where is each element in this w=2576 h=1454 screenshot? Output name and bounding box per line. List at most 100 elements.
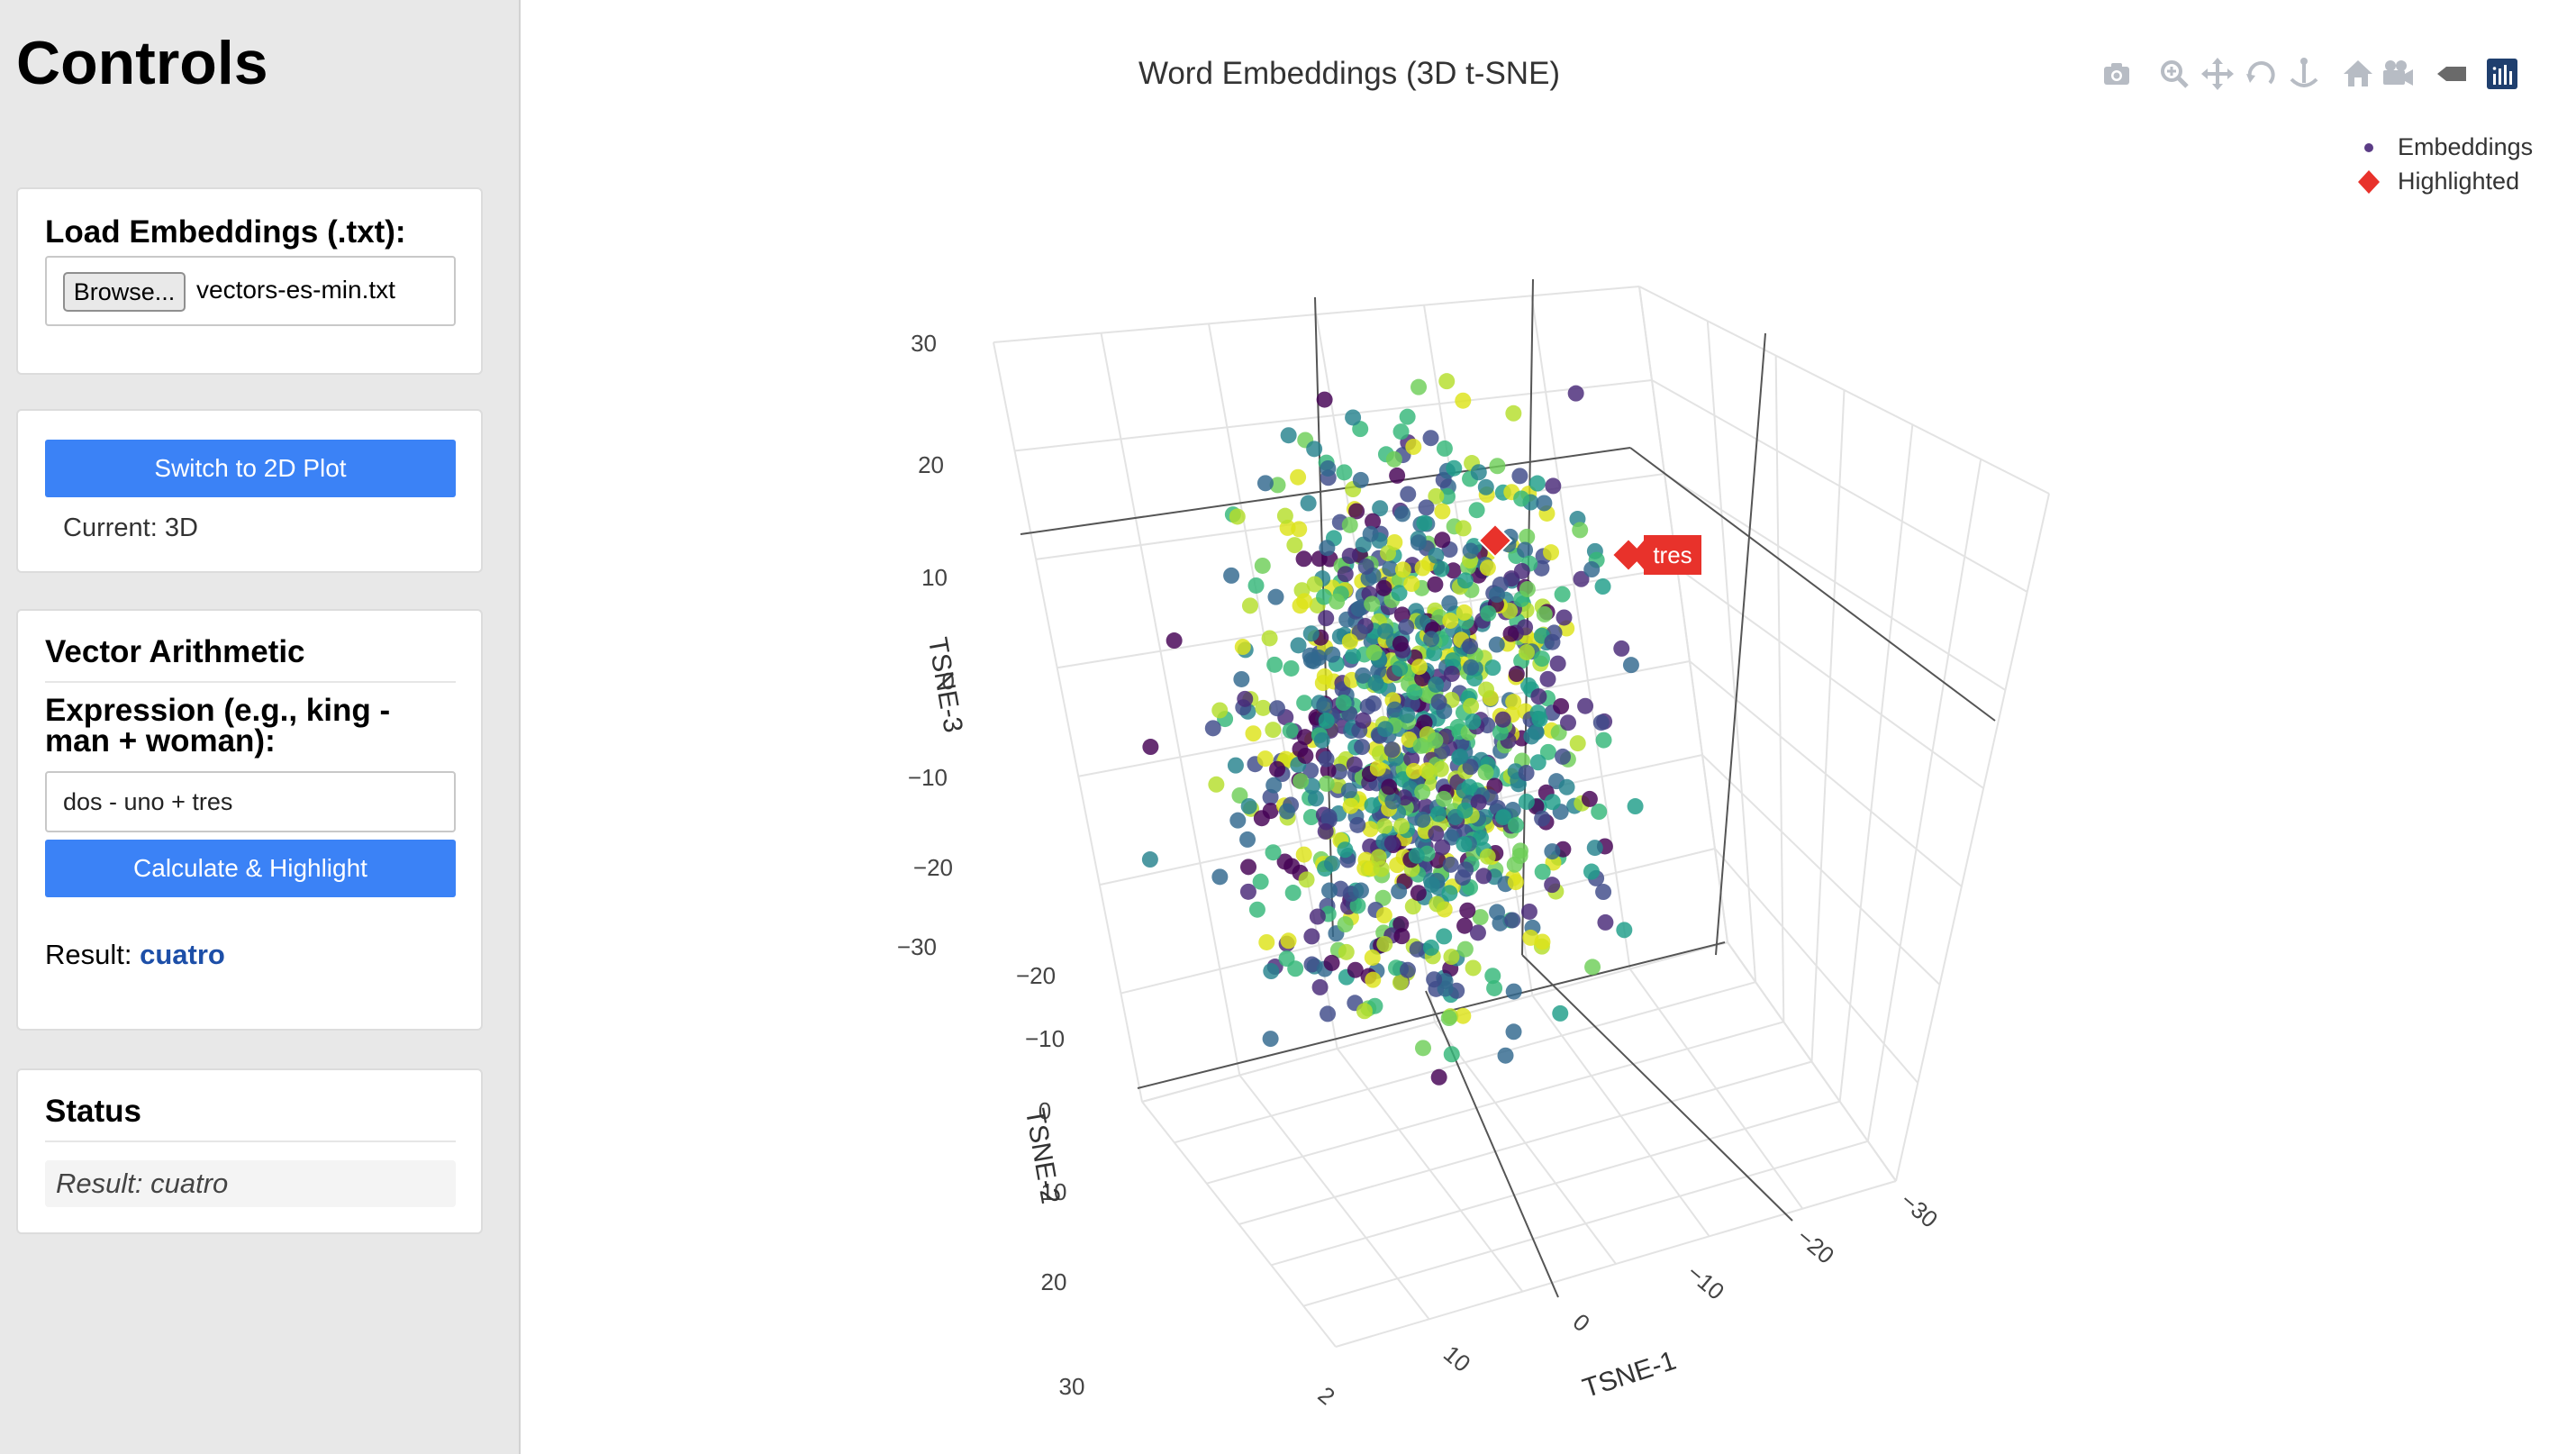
embedding-point xyxy=(1486,979,1503,996)
embedding-point xyxy=(1362,821,1379,838)
zoom-icon[interactable] xyxy=(2156,56,2192,92)
plot-area[interactable]: Word Embeddings (3D t-SNE) xyxy=(521,0,2576,1454)
embedding-point xyxy=(1282,722,1299,739)
legend-item-embeddings[interactable]: Embeddings xyxy=(2344,132,2542,164)
highlight-label-text: tres xyxy=(1653,541,1692,568)
expression-input[interactable]: dos - uno + tres xyxy=(45,771,456,832)
embedding-point xyxy=(1337,916,1354,933)
embedding-point xyxy=(1616,922,1633,939)
embedding-point xyxy=(1400,486,1417,503)
embedding-point xyxy=(1405,762,1422,779)
embedding-point xyxy=(1245,725,1262,742)
embedding-point xyxy=(1553,697,1570,714)
embedding-point xyxy=(1530,688,1547,705)
legend-label-highlighted: Highlighted xyxy=(2398,168,2520,195)
embedding-point xyxy=(1470,464,1487,481)
grid-line xyxy=(1120,848,1716,995)
grid-line xyxy=(1895,493,2050,1182)
hover-toggle-icon[interactable] xyxy=(2434,56,2470,92)
embedding-point xyxy=(1317,822,1334,840)
embedding-point xyxy=(1227,757,1244,774)
expression-label: Expression (e.g., king - man + woman): xyxy=(45,693,391,759)
home-icon[interactable] xyxy=(2340,56,2376,92)
embedding-point xyxy=(1412,737,1429,754)
embedding-point xyxy=(1427,732,1444,749)
embedding-point xyxy=(1552,1004,1569,1022)
embedding-point xyxy=(1261,630,1278,647)
embedding-point xyxy=(1306,441,1323,458)
embedding-point xyxy=(1240,797,1257,814)
orbit-rotation-icon[interactable] xyxy=(2243,56,2279,92)
embedding-point xyxy=(1456,941,1474,958)
embedding-point xyxy=(1293,773,1310,790)
3d-scatter-scene[interactable]: tres 3020100−10−20−30−20−100102030−30−20… xyxy=(521,0,2576,1454)
embedding-point xyxy=(1427,576,1444,593)
embedding-point xyxy=(1468,502,1485,519)
embedding-point xyxy=(1292,741,1309,758)
embedding-point xyxy=(1478,681,1495,698)
embedding-point xyxy=(1291,521,1308,538)
browse-button[interactable]: Browse... xyxy=(63,272,186,312)
embedding-point xyxy=(1278,803,1295,820)
embedding-point xyxy=(1349,897,1366,914)
embedding-point xyxy=(1594,578,1611,595)
legend-label-embeddings: Embeddings xyxy=(2398,133,2534,160)
embedding-point xyxy=(1233,670,1250,687)
plotly-logo-icon[interactable] xyxy=(2484,56,2520,92)
grid-line xyxy=(1664,473,2006,691)
embedding-point xyxy=(1544,633,1561,650)
embedding-point xyxy=(1355,667,1372,684)
embedding-point xyxy=(1545,477,1562,495)
embedding-point xyxy=(1341,633,1358,650)
selected-file-name: vectors-es-min.txt xyxy=(196,276,395,304)
embedding-point xyxy=(1335,695,1352,712)
embedding-point xyxy=(1309,908,1326,925)
embedding-point xyxy=(1286,537,1303,554)
embedding-point xyxy=(1469,924,1486,941)
embedding-point xyxy=(1414,1040,1431,1057)
status-title: Status xyxy=(45,1094,141,1129)
embedding-point xyxy=(1283,659,1300,677)
legend-item-highlighted[interactable]: Highlighted xyxy=(2344,166,2542,198)
y-tick-label: −20 xyxy=(1016,962,1056,989)
embedding-point xyxy=(1389,857,1406,874)
reset-camera-icon[interactable] xyxy=(2380,56,2416,92)
embedding-point xyxy=(1456,572,1474,589)
grid-line xyxy=(1302,1140,1869,1307)
vector-arithmetic-card: Vector Arithmetic Expression (e.g., king… xyxy=(16,609,483,1031)
embedding-point xyxy=(1337,841,1354,859)
embedding-point xyxy=(1462,759,1479,776)
z-tick-label: 10 xyxy=(921,564,948,591)
embedding-point xyxy=(1488,636,1505,653)
x-tick-label: 2 xyxy=(1313,1381,1340,1410)
embedding-point xyxy=(1479,848,1496,865)
embedding-point xyxy=(1254,557,1271,574)
embedding-point xyxy=(1456,836,1473,853)
embedding-point xyxy=(1383,741,1401,759)
embedding-point xyxy=(1391,883,1408,900)
file-input[interactable]: Browse... vectors-es-min.txt xyxy=(45,256,456,326)
embedding-point xyxy=(1394,561,1411,578)
embedding-point xyxy=(1442,612,1459,629)
embedding-point xyxy=(1364,949,1381,966)
embedding-point xyxy=(1432,760,1449,777)
camera-icon[interactable] xyxy=(2099,56,2135,92)
calculate-highlight-button[interactable]: Calculate & Highlight xyxy=(45,840,456,897)
x-tick-label: 10 xyxy=(1438,1340,1475,1377)
embedding-point xyxy=(1346,756,1363,773)
turntable-rotation-icon[interactable] xyxy=(2286,56,2322,92)
embedding-point xyxy=(1519,581,1536,598)
embedding-point xyxy=(1290,468,1307,486)
embedding-point xyxy=(1239,883,1256,900)
switch-to-2d-button[interactable]: Switch to 2D Plot xyxy=(45,440,456,497)
embedding-point xyxy=(1595,884,1612,901)
embedding-point xyxy=(1303,956,1320,973)
embedding-point xyxy=(1465,713,1482,731)
embedding-point xyxy=(1248,901,1265,918)
embedding-point xyxy=(1211,868,1229,886)
embedding-point xyxy=(1347,961,1364,978)
pan-icon[interactable] xyxy=(2200,56,2236,92)
z-tick-label: 20 xyxy=(918,451,944,478)
embedding-point xyxy=(1428,547,1445,564)
embedding-point xyxy=(1470,794,1487,811)
